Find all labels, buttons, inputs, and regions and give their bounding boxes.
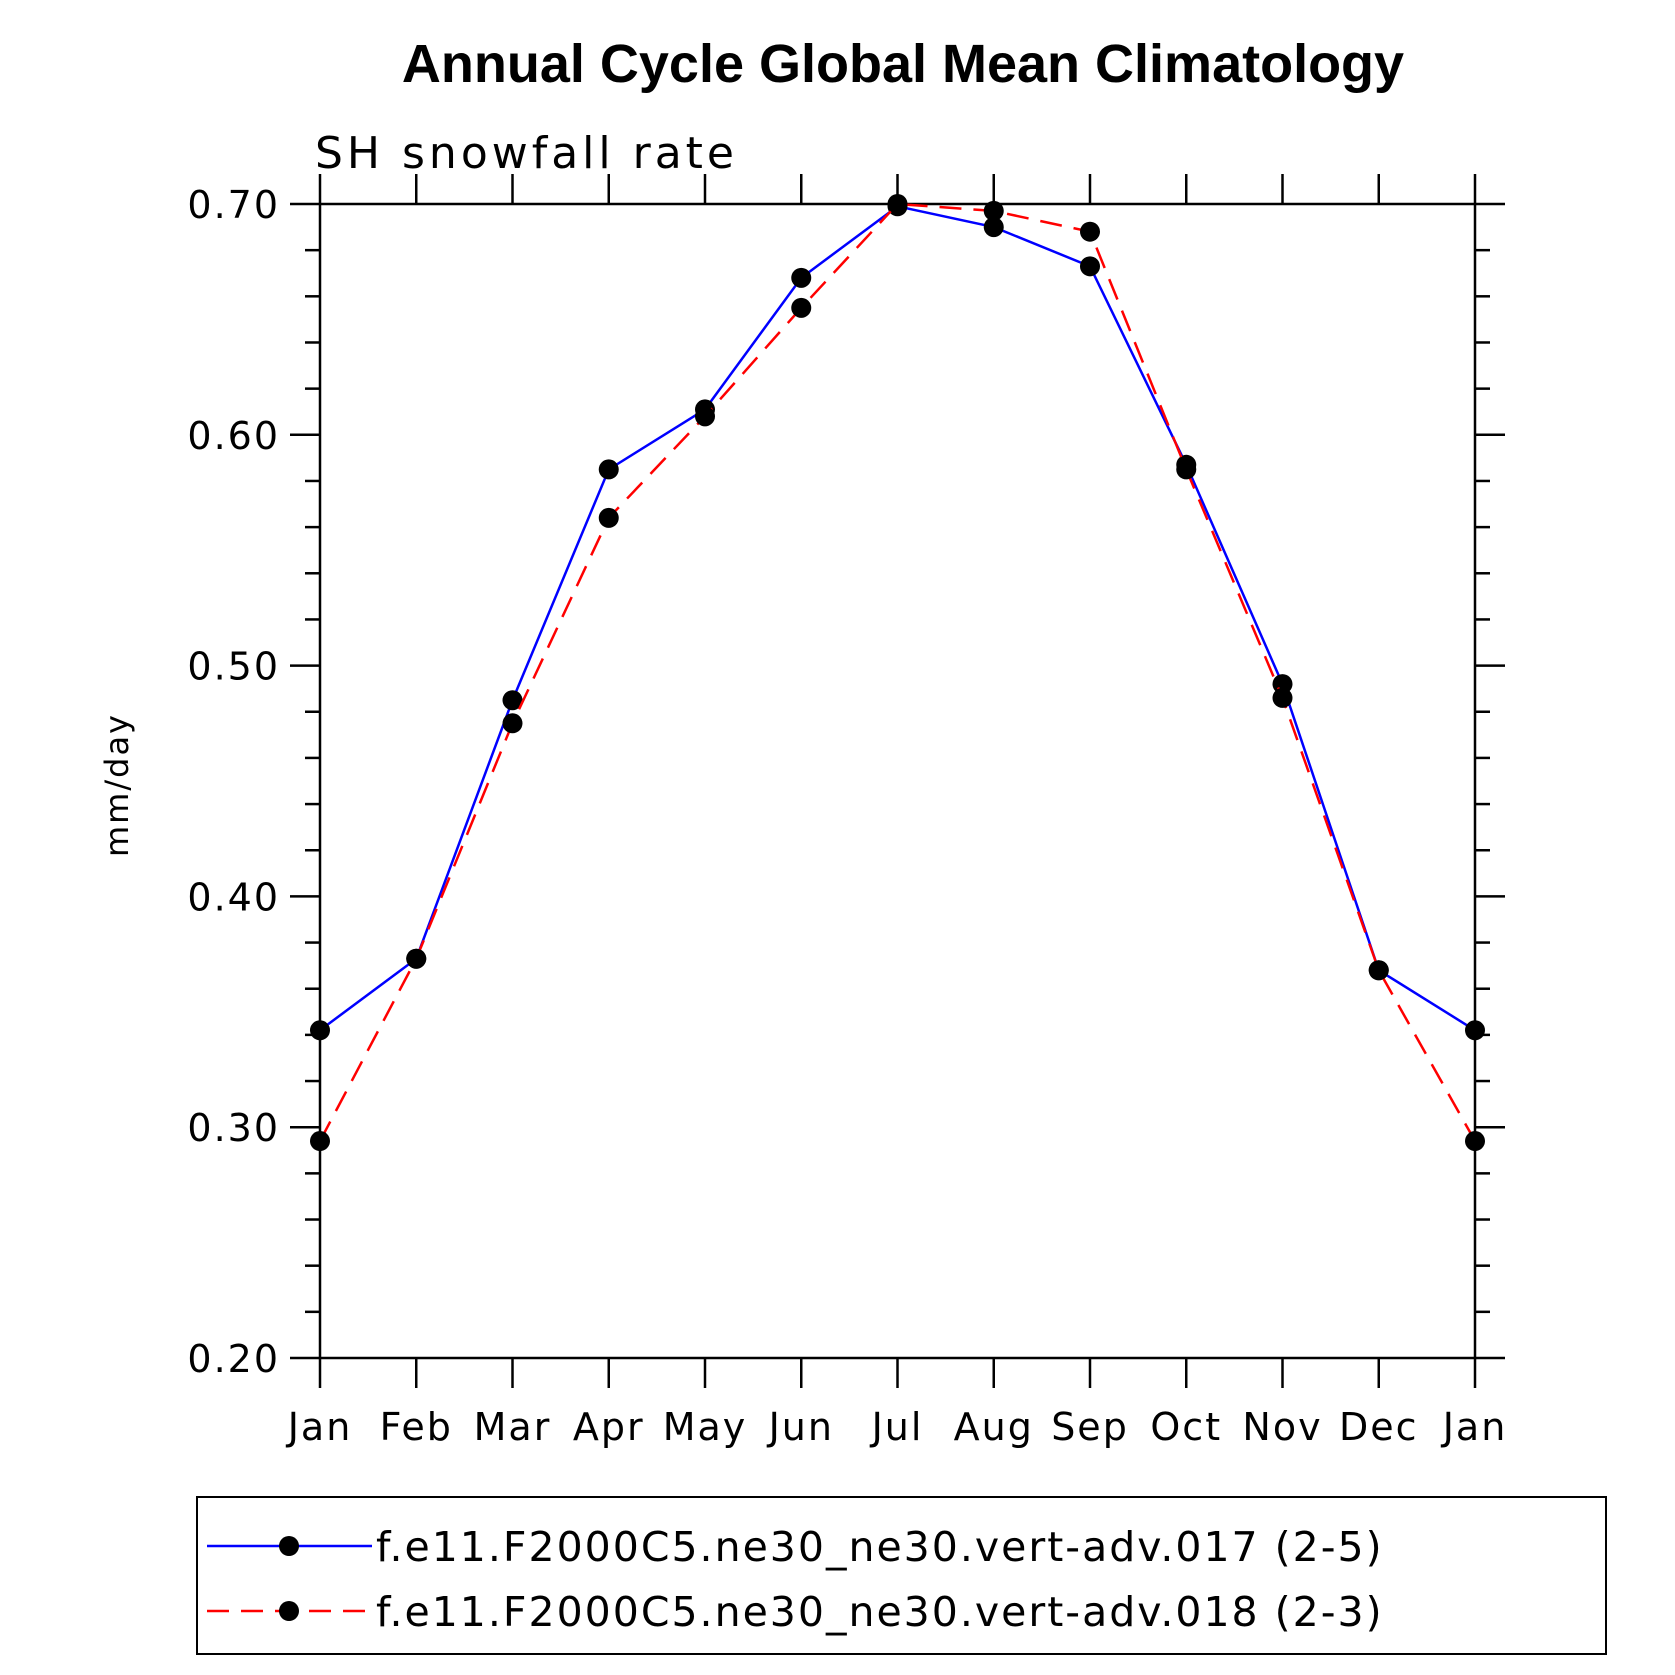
legend-box [196, 1496, 1607, 1655]
y-axis-label: mm/day [98, 713, 136, 857]
series-2-point [406, 948, 427, 969]
series-2-point [1272, 687, 1293, 708]
chart-title: Annual Cycle Global Mean Climatology [402, 34, 1404, 94]
y-tick-label: 0.40 [187, 875, 280, 919]
series-2-point [598, 507, 619, 528]
x-tick-label: Jan [1441, 1405, 1508, 1449]
y-tick-label: 0.20 [187, 1337, 280, 1381]
series-2-point [1368, 960, 1389, 981]
series-2-point [502, 713, 523, 734]
series-2-point [791, 297, 812, 318]
x-tick-label: Dec [1339, 1405, 1419, 1449]
series-layer [310, 194, 1485, 1152]
series-1-point [502, 690, 523, 711]
legend-label-2: f.e11.F2000C5.ne30_ne30.vert-adv.018 (2-… [376, 1588, 1384, 1636]
legend-label-1: f.e11.F2000C5.ne30_ne30.vert-adv.017 (2-… [376, 1523, 1384, 1571]
series-2-point [1465, 1131, 1485, 1152]
legend: f.e11.F2000C5.ne30_ne30.vert-adv.017 (2-… [196, 1496, 1607, 1655]
y-tick-label: 0.30 [187, 1106, 280, 1150]
x-tick-label: Jun [767, 1405, 834, 1449]
y-tick-label: 0.70 [187, 183, 280, 227]
x-tick-label: Aug [954, 1405, 1034, 1449]
series-2-point [887, 194, 908, 214]
x-tick-label: Apr [573, 1405, 645, 1449]
series-1-point [1080, 256, 1100, 277]
x-tick-label: Jan [286, 1405, 353, 1449]
series-1-point [983, 217, 1004, 238]
y-tick-label: 0.60 [187, 414, 280, 458]
x-tick-label: Jul [870, 1405, 924, 1449]
series-2 [310, 194, 1485, 1152]
series-2-point [1176, 459, 1197, 480]
series-1 [310, 196, 1485, 1041]
series-2-point [310, 1131, 330, 1152]
series-2-point [695, 406, 715, 427]
series-1-point [1465, 1020, 1485, 1041]
x-tick-label: Mar [474, 1405, 552, 1449]
chart-subtitle: SH snowfall rate [315, 128, 738, 179]
y-tick-label: 0.50 [187, 645, 280, 689]
series-2-line [318, 202, 1477, 1142]
axes: 0.20 0.30 0.40 0.50 0.60 0.70 Jan Feb Mar Apr May J… [187, 174, 1508, 1449]
x-tick-label: May [663, 1405, 748, 1449]
plot-frame [318, 202, 1477, 1360]
series-1-point [791, 267, 812, 288]
x-tick-label: Oct [1150, 1405, 1222, 1449]
series-1-point [310, 1020, 330, 1041]
x-tick-label: Sep [1051, 1405, 1129, 1449]
x-tick-label: Nov [1242, 1405, 1322, 1449]
series-2-point [1080, 221, 1100, 242]
series-1-line [319, 204, 1476, 1032]
legend-marker-1 [279, 1536, 299, 1556]
legend-marker-2 [279, 1601, 299, 1621]
series-2-point [983, 200, 1004, 221]
series-1-point [598, 459, 619, 480]
x-tick-label: Feb [380, 1405, 453, 1449]
